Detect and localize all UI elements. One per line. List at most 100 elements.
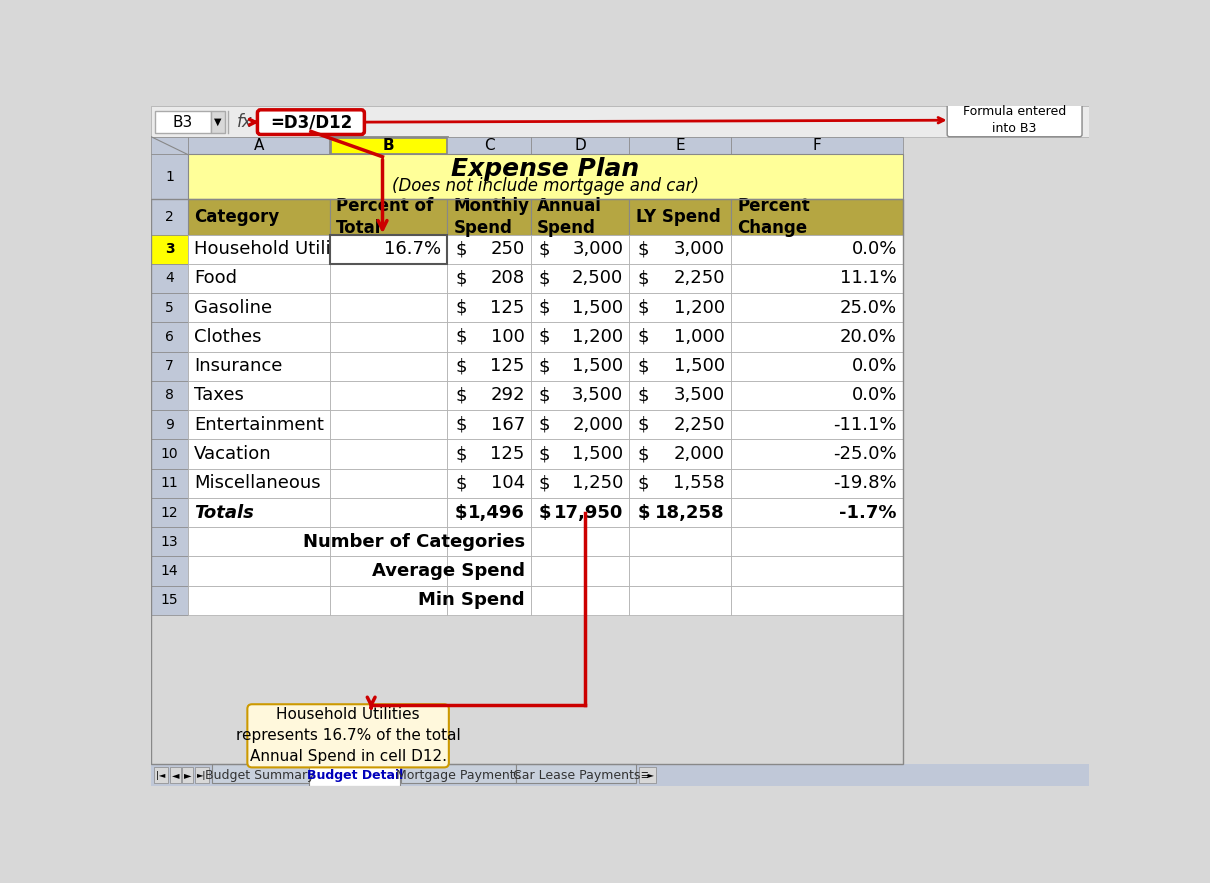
Bar bbox=[629, 585, 731, 615]
Bar bbox=[211, 111, 225, 133]
Bar bbox=[448, 498, 531, 527]
Bar bbox=[731, 200, 903, 235]
Bar bbox=[188, 155, 903, 200]
Bar bbox=[448, 440, 531, 469]
Bar bbox=[731, 137, 903, 155]
Bar bbox=[151, 200, 188, 235]
Text: $: $ bbox=[638, 358, 649, 375]
Text: $: $ bbox=[538, 474, 551, 492]
Bar bbox=[448, 585, 531, 615]
Bar bbox=[169, 767, 180, 783]
Text: ►: ► bbox=[184, 770, 191, 780]
Text: 1,500: 1,500 bbox=[572, 358, 623, 375]
Text: 7: 7 bbox=[165, 359, 174, 374]
Text: B: B bbox=[382, 138, 394, 153]
Bar bbox=[531, 556, 629, 585]
Text: $: $ bbox=[455, 387, 467, 404]
Text: $: $ bbox=[538, 387, 551, 404]
Bar bbox=[531, 381, 629, 410]
Text: 125: 125 bbox=[490, 298, 525, 317]
Bar bbox=[151, 440, 188, 469]
Bar bbox=[151, 410, 188, 440]
Bar bbox=[151, 293, 188, 322]
Bar bbox=[531, 293, 629, 322]
Bar bbox=[188, 137, 329, 155]
Text: -25.0%: -25.0% bbox=[834, 445, 897, 463]
Text: $: $ bbox=[538, 269, 551, 288]
Bar bbox=[188, 264, 329, 293]
Text: 18,258: 18,258 bbox=[655, 503, 725, 522]
Text: E: E bbox=[675, 138, 685, 153]
Bar bbox=[188, 293, 329, 322]
Bar bbox=[329, 556, 448, 585]
Bar bbox=[629, 351, 731, 381]
Bar bbox=[151, 264, 188, 293]
Text: $: $ bbox=[638, 240, 649, 258]
Bar bbox=[448, 293, 531, 322]
Text: 125: 125 bbox=[490, 358, 525, 375]
Text: 1,500: 1,500 bbox=[674, 358, 725, 375]
Text: Budget Detail: Budget Detail bbox=[307, 768, 403, 781]
Bar bbox=[448, 469, 531, 498]
Bar bbox=[531, 440, 629, 469]
Bar bbox=[151, 381, 188, 410]
Bar bbox=[531, 527, 629, 556]
Bar bbox=[531, 469, 629, 498]
Bar bbox=[639, 767, 656, 783]
Text: $: $ bbox=[638, 298, 649, 317]
Text: Category: Category bbox=[194, 208, 280, 226]
Text: $: $ bbox=[455, 474, 467, 492]
Bar bbox=[151, 498, 188, 527]
Text: Expense Plan: Expense Plan bbox=[451, 157, 639, 181]
Text: Household Utilities
represents 16.7% of the total
Annual Spend in cell D12.: Household Utilities represents 16.7% of … bbox=[236, 707, 461, 765]
Bar bbox=[151, 469, 188, 498]
Bar bbox=[448, 235, 531, 264]
Bar bbox=[329, 585, 448, 615]
Bar bbox=[188, 381, 329, 410]
Bar bbox=[731, 235, 903, 264]
Bar bbox=[188, 585, 329, 615]
Bar bbox=[329, 264, 448, 293]
Text: 208: 208 bbox=[491, 269, 525, 288]
Bar bbox=[531, 585, 629, 615]
Bar bbox=[629, 322, 731, 351]
Bar bbox=[151, 556, 188, 585]
Text: 2: 2 bbox=[165, 210, 174, 223]
Text: 2,250: 2,250 bbox=[673, 269, 725, 288]
Text: 16.7%: 16.7% bbox=[384, 240, 442, 258]
Bar bbox=[731, 410, 903, 440]
Bar bbox=[731, 293, 903, 322]
Bar bbox=[629, 410, 731, 440]
Text: $: $ bbox=[638, 503, 650, 522]
Text: 9: 9 bbox=[165, 418, 174, 432]
Text: 5: 5 bbox=[165, 301, 174, 314]
Text: 2,000: 2,000 bbox=[572, 416, 623, 434]
Bar bbox=[329, 381, 448, 410]
Text: Percent of
Total: Percent of Total bbox=[335, 197, 433, 237]
Bar bbox=[329, 293, 448, 322]
Text: $: $ bbox=[538, 298, 551, 317]
Text: 3,000: 3,000 bbox=[572, 240, 623, 258]
Bar bbox=[531, 498, 629, 527]
Text: 125: 125 bbox=[490, 445, 525, 463]
Bar bbox=[448, 264, 531, 293]
Text: Food: Food bbox=[194, 269, 237, 288]
Text: -1.7%: -1.7% bbox=[840, 503, 897, 522]
Text: -11.1%: -11.1% bbox=[834, 416, 897, 434]
Text: 1,558: 1,558 bbox=[673, 474, 725, 492]
Bar bbox=[188, 527, 329, 556]
Bar bbox=[629, 235, 731, 264]
Bar bbox=[448, 410, 531, 440]
Bar bbox=[188, 235, 329, 264]
Text: Household Utilities: Household Utilities bbox=[194, 240, 363, 258]
Bar bbox=[448, 137, 531, 155]
Text: Taxes: Taxes bbox=[194, 387, 243, 404]
Text: $: $ bbox=[538, 503, 552, 522]
Bar bbox=[151, 585, 188, 615]
Text: 1,500: 1,500 bbox=[572, 298, 623, 317]
Text: 12: 12 bbox=[161, 506, 178, 519]
Text: 4: 4 bbox=[165, 271, 174, 285]
Bar bbox=[212, 765, 309, 783]
Bar bbox=[329, 469, 448, 498]
Bar bbox=[151, 106, 1089, 137]
